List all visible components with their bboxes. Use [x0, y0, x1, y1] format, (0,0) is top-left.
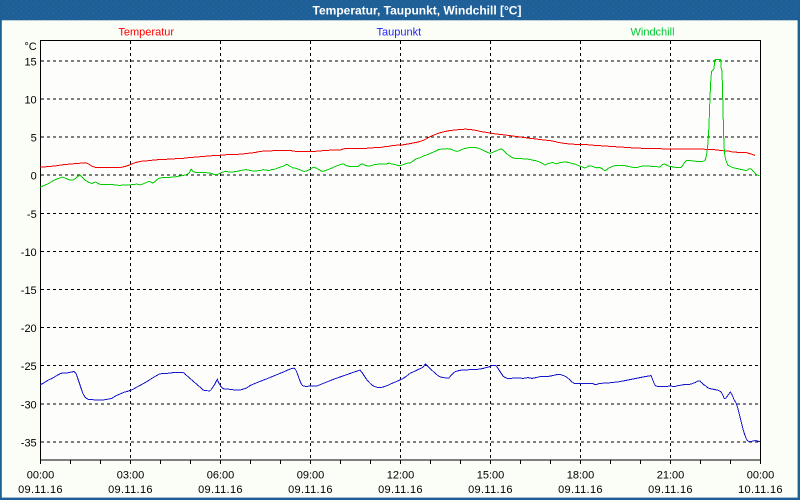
- svg-text:00:00: 00:00: [27, 470, 55, 482]
- svg-text:09.11.16: 09.11.16: [378, 484, 423, 496]
- svg-text:-30: -30: [21, 400, 37, 412]
- svg-text:-10: -10: [21, 247, 37, 259]
- svg-text:0: 0: [31, 171, 37, 183]
- svg-text:03:00: 03:00: [117, 470, 145, 482]
- svg-text:12:00: 12:00: [387, 470, 415, 482]
- svg-text:Windchill: Windchill: [631, 27, 675, 39]
- svg-text:Temperatur: Temperatur: [118, 27, 174, 39]
- svg-text:09.11.16: 09.11.16: [648, 484, 693, 496]
- svg-text:09:00: 09:00: [297, 470, 325, 482]
- svg-text:-5: -5: [27, 209, 37, 221]
- svg-text:18:00: 18:00: [567, 470, 595, 482]
- svg-text:Taupunkt: Taupunkt: [377, 27, 422, 39]
- svg-text:09.11.16: 09.11.16: [198, 484, 243, 496]
- svg-text:Temperatur, Taupunkt, Windchil: Temperatur, Taupunkt, Windchill [°C]: [313, 3, 522, 17]
- svg-text:15:00: 15:00: [477, 470, 505, 482]
- svg-text:09.11.16: 09.11.16: [288, 484, 333, 496]
- svg-text:09.11.16: 09.11.16: [558, 484, 603, 496]
- svg-text:09.11.16: 09.11.16: [18, 484, 63, 496]
- svg-text:-20: -20: [21, 323, 37, 335]
- svg-text:00:00: 00:00: [747, 470, 775, 482]
- svg-text:10: 10: [24, 95, 36, 107]
- svg-text:-15: -15: [21, 285, 37, 297]
- svg-text:5: 5: [31, 133, 37, 145]
- svg-text:°C: °C: [24, 41, 36, 53]
- svg-text:21:00: 21:00: [657, 470, 685, 482]
- svg-text:09.11.16: 09.11.16: [108, 484, 153, 496]
- svg-text:10.11.16: 10.11.16: [738, 484, 783, 496]
- svg-text:-25: -25: [21, 361, 37, 373]
- svg-text:06:00: 06:00: [207, 470, 235, 482]
- svg-text:09.11.16: 09.11.16: [468, 484, 513, 496]
- svg-text:-35: -35: [21, 438, 37, 450]
- svg-text:15: 15: [24, 57, 36, 69]
